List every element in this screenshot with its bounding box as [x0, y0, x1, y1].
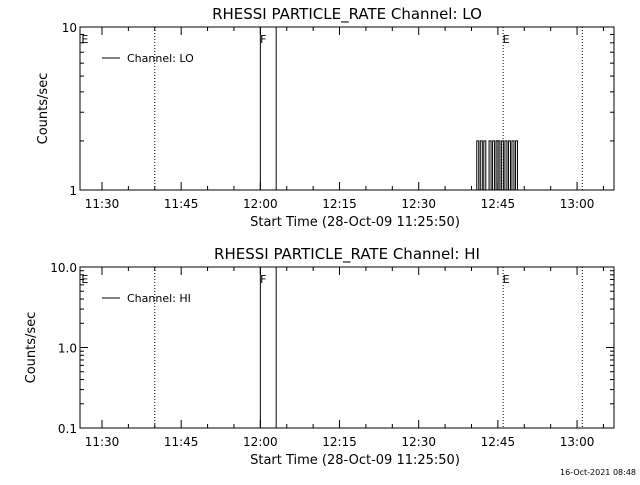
- event-marker-label: F: [260, 33, 266, 46]
- x-tick-label: 12:00: [243, 435, 278, 449]
- legend-label: Channel: LO: [127, 52, 194, 65]
- data-point: [514, 140, 518, 190]
- x-tick-label: 12:45: [481, 197, 516, 211]
- y-tick-label: 0.1: [58, 422, 77, 436]
- event-marker-label: E: [503, 33, 510, 46]
- event-marker-label: E: [81, 33, 88, 46]
- y-tick-label: 1: [69, 184, 77, 198]
- x-tick-label: 12:15: [322, 197, 357, 211]
- panel-channel-lo: RHESSI PARTICLE_RATE Channel: LO 11:30 11:…: [36, 5, 615, 230]
- legend-label: Channel: HI: [127, 292, 191, 305]
- data-point: [483, 140, 487, 190]
- event-marker-label: E: [503, 273, 510, 286]
- x-tick-label: 11:45: [164, 197, 199, 211]
- y-axis-label: Counts/sec: [36, 73, 51, 145]
- x-tick-label: 13:00: [560, 197, 595, 211]
- x-axis-label: Start Time (28-Oct-09 11:25:50): [250, 215, 460, 230]
- data-point: [492, 140, 496, 190]
- x-tick-label: 12:30: [401, 197, 436, 211]
- x-tick-label: 11:30: [85, 197, 120, 211]
- x-tick-label: 11:45: [164, 435, 199, 449]
- data-point: [476, 140, 480, 190]
- chart-title: RHESSI PARTICLE_RATE Channel: LO: [212, 5, 482, 24]
- x-tick-label: 12:15: [322, 435, 357, 449]
- y-tick-label: 10.0: [50, 261, 77, 275]
- plot-frame: [79, 26, 615, 191]
- y-axis-label: Counts/sec: [24, 312, 39, 384]
- data-point: [497, 140, 501, 190]
- y-tick-label: 1.0: [58, 342, 77, 356]
- x-tick-label: 11:30: [85, 435, 120, 449]
- data-point: [507, 140, 511, 190]
- event-marker-label: F: [260, 273, 266, 286]
- x-axis-label: Start Time (28-Oct-09 11:25:50): [250, 453, 460, 468]
- data-point: [500, 140, 504, 190]
- x-tick-label: 12:30: [401, 435, 436, 449]
- data-point: [511, 140, 515, 190]
- x-tick-label: 12:45: [481, 435, 516, 449]
- chart-title: RHESSI PARTICLE_RATE Channel: HI: [214, 245, 480, 264]
- event-marker-label: E: [81, 273, 88, 286]
- data-point: [504, 140, 508, 190]
- data-point: [479, 140, 483, 190]
- x-tick-label: 13:00: [560, 435, 595, 449]
- x-tick-label: 12:00: [243, 197, 278, 211]
- panel-channel-hi: RHESSI PARTICLE_RATE Channel: HI 11:30 11:…: [24, 245, 615, 468]
- footer-timestamp: 16-Oct-2021 08:48: [560, 468, 636, 477]
- data-point: [488, 140, 492, 190]
- y-tick-label: 10: [62, 21, 77, 35]
